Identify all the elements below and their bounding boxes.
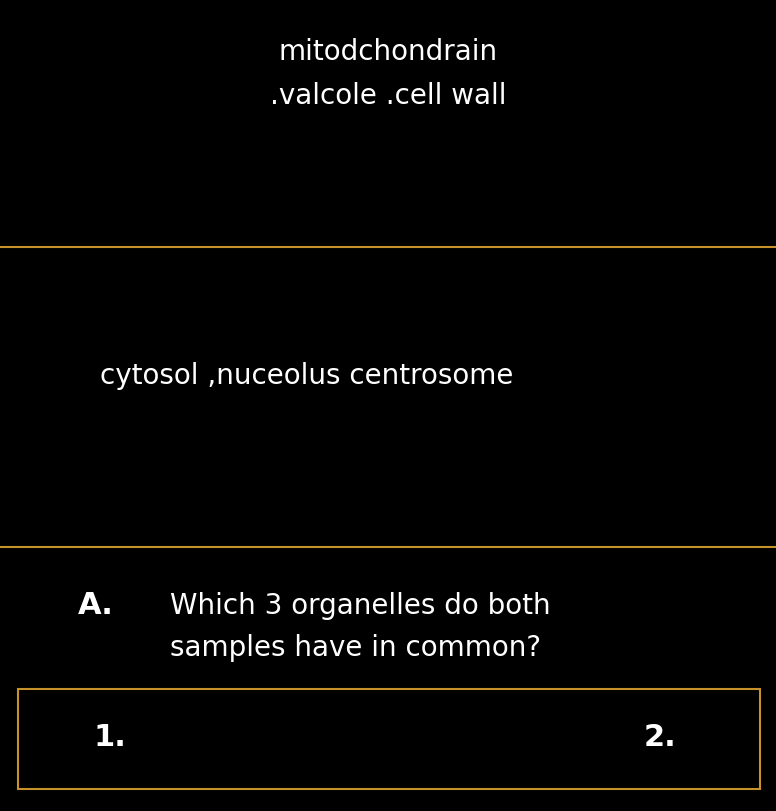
Text: samples have in common?: samples have in common? <box>170 633 541 661</box>
Text: .valcole .cell wall: .valcole .cell wall <box>270 82 506 109</box>
Bar <box>18 689 760 789</box>
Text: 1.: 1. <box>94 723 126 752</box>
Text: Which 3 organelles do both: Which 3 organelles do both <box>170 591 551 620</box>
Text: A.: A. <box>78 590 114 620</box>
Text: mitodchondrain: mitodchondrain <box>279 38 497 66</box>
Text: 2.: 2. <box>643 723 677 752</box>
Text: cytosol ,nuceolus centrosome: cytosol ,nuceolus centrosome <box>100 362 514 389</box>
